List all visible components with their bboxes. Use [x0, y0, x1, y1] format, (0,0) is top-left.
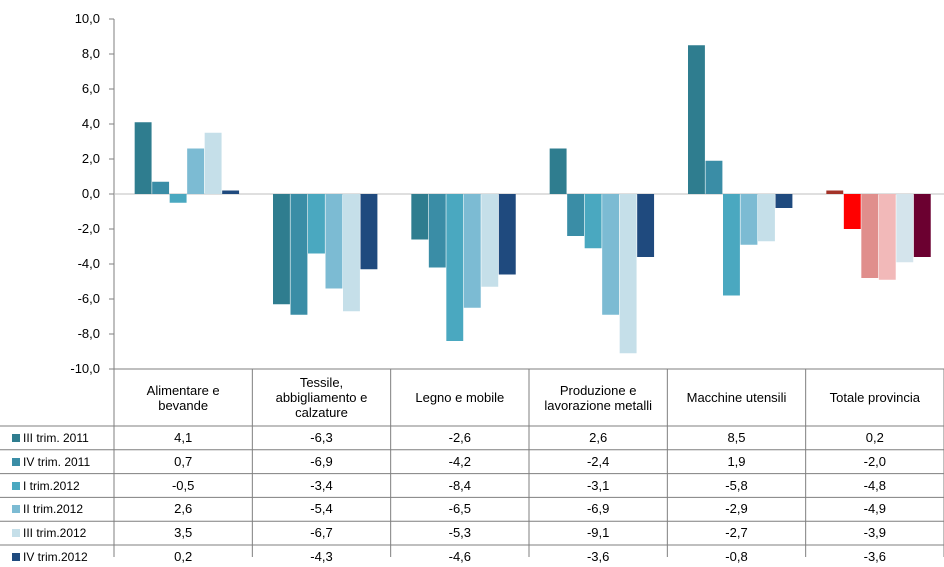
data-label: -6,9	[586, 501, 610, 517]
y-tick-label: -4,0	[78, 256, 100, 271]
bar	[187, 148, 205, 194]
data-label: 0,2	[865, 429, 884, 445]
bar	[325, 194, 343, 289]
data-label: 0,7	[174, 453, 193, 469]
category-label: Macchine utensili	[686, 390, 787, 405]
bar	[861, 194, 879, 278]
data-label: 8,5	[727, 429, 746, 445]
legend-label: I trim.2012	[23, 478, 80, 493]
bar	[826, 190, 844, 194]
data-label: -4,8	[863, 477, 887, 493]
data-label: -5,8	[725, 477, 748, 493]
data-label: 4,1	[174, 429, 193, 445]
data-label: 2,6	[174, 501, 193, 517]
y-tick-label: 0,0	[82, 186, 100, 201]
legend-entry: III trim. 2011	[12, 428, 89, 448]
bar	[758, 194, 775, 242]
bar	[134, 122, 152, 194]
legend-entry: IV trim. 2011	[12, 452, 90, 472]
bar	[360, 194, 378, 270]
category-label: Tessile, abbigliamento e calzature	[275, 375, 368, 420]
data-label: -5,4	[310, 501, 333, 517]
bar	[343, 194, 360, 312]
bar	[152, 181, 170, 194]
data-label: -8,4	[448, 477, 472, 493]
data-label: -0,5	[171, 477, 195, 493]
y-tick-label: -6,0	[78, 291, 100, 306]
legend-swatch	[12, 433, 20, 442]
bar	[602, 194, 620, 315]
bar	[204, 132, 222, 194]
data-label: -5,3	[448, 525, 472, 541]
data-label: -4,2	[448, 453, 472, 469]
category-label: Totale provincia	[829, 390, 920, 405]
data-label: -3,4	[310, 477, 333, 493]
legend-swatch	[12, 505, 20, 514]
category-label: Legno e mobile	[415, 390, 505, 405]
data-label: -6,5	[448, 501, 472, 517]
category-label: Alimentare e bevande	[146, 382, 220, 413]
bar	[446, 194, 464, 341]
legend-label: IV trim. 2011	[23, 454, 91, 469]
bar	[637, 194, 655, 257]
bar	[913, 194, 931, 257]
bar	[740, 194, 758, 245]
legend-label: II trim.2012	[23, 502, 84, 517]
data-label: 2,6	[589, 429, 608, 445]
bar	[222, 190, 240, 194]
bar	[567, 194, 585, 236]
bar	[498, 194, 516, 275]
y-tick-label: 2,0	[82, 151, 100, 166]
data-label: 3,5	[174, 525, 193, 541]
y-tick-label: 10,0	[75, 11, 100, 26]
legend-swatch	[12, 529, 20, 538]
legend-entry: III trim.2012	[12, 523, 86, 543]
bar	[705, 160, 723, 194]
bar	[775, 194, 793, 208]
data-label: -2,7	[725, 525, 748, 541]
bar	[688, 45, 705, 194]
bar	[290, 194, 308, 315]
legend-entry: II trim.2012	[12, 499, 83, 519]
bar	[896, 194, 914, 263]
data-label: -2,6	[448, 429, 472, 445]
data-label: -4,9	[863, 501, 887, 517]
data-label: -2,4	[586, 453, 610, 469]
bar	[878, 194, 896, 280]
bar	[308, 194, 325, 254]
legend-label: III trim.2012	[23, 526, 87, 541]
bar	[584, 194, 602, 249]
data-label: -2,9	[725, 501, 748, 517]
bar	[273, 194, 290, 305]
bar	[463, 194, 481, 308]
y-tick-label: -10,0	[70, 361, 100, 376]
data-label: -6,7	[310, 525, 333, 541]
data-label: -6,9	[310, 453, 333, 469]
bar	[169, 194, 187, 203]
legend-swatch	[12, 457, 20, 466]
bar	[843, 194, 861, 229]
y-tick-label: -2,0	[78, 221, 100, 236]
y-tick-label: -8,0	[78, 326, 100, 341]
y-tick-label: 4,0	[82, 116, 100, 131]
category-label: Produzione e lavorazione metalli	[544, 382, 652, 413]
bar	[428, 194, 446, 268]
data-label: -3,1	[586, 477, 610, 493]
bar	[723, 194, 740, 296]
legend-entry: I trim.2012	[12, 476, 80, 496]
y-tick-label: 8,0	[82, 46, 100, 61]
data-label: 1,9	[727, 453, 746, 469]
data-label: -6,3	[310, 429, 333, 445]
y-tick-label: 6,0	[82, 81, 100, 96]
legend-label: III trim. 2011	[23, 430, 89, 445]
data-label: -3,9	[863, 525, 887, 541]
legend-swatch	[12, 481, 20, 490]
bar	[481, 194, 499, 287]
bar	[549, 148, 567, 194]
bar	[411, 194, 429, 240]
data-label: -2,0	[863, 453, 887, 469]
data-label: -9,1	[586, 525, 610, 541]
bar	[619, 194, 637, 354]
